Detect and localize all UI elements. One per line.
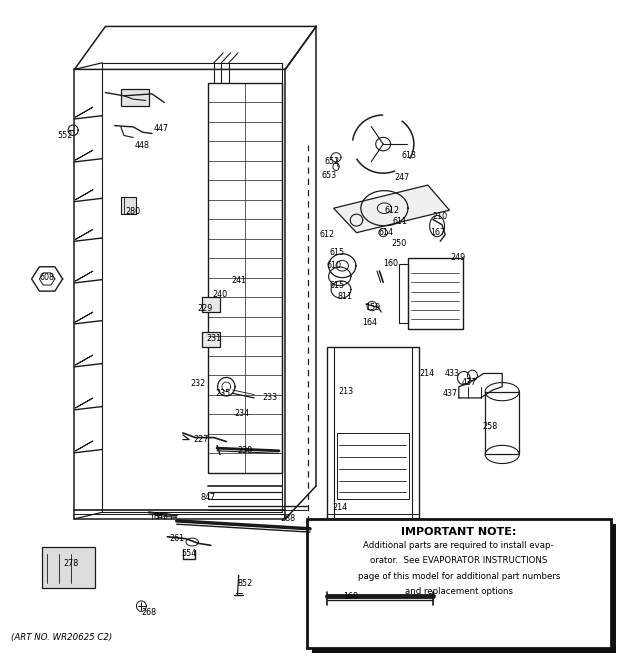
Text: 611: 611: [392, 217, 407, 226]
Text: 210: 210: [433, 212, 448, 221]
Text: 437: 437: [443, 389, 458, 398]
Text: 612: 612: [319, 230, 334, 239]
Text: 233: 233: [262, 393, 277, 403]
Text: 232: 232: [191, 379, 206, 388]
Bar: [307, 519, 611, 648]
Text: 653: 653: [321, 171, 336, 180]
Text: 164: 164: [363, 318, 378, 327]
Text: 280: 280: [126, 207, 141, 216]
Bar: [485, 391, 520, 455]
Text: 614: 614: [378, 228, 393, 237]
Text: 552: 552: [58, 131, 73, 140]
Text: page of this model for additional part numbers: page of this model for additional part n…: [358, 572, 560, 581]
Bar: [208, 83, 282, 473]
Text: 214: 214: [332, 503, 347, 512]
Text: 230: 230: [237, 446, 252, 455]
Text: 652: 652: [324, 157, 339, 167]
Bar: [327, 347, 418, 519]
Bar: [202, 332, 220, 347]
Text: 615: 615: [329, 248, 344, 257]
Text: 214: 214: [419, 369, 434, 378]
FancyBboxPatch shape: [42, 547, 95, 588]
Text: 615: 615: [329, 281, 344, 290]
Text: 433: 433: [445, 369, 460, 378]
Text: 234: 234: [234, 408, 249, 418]
Text: 249: 249: [450, 253, 465, 262]
Bar: [312, 524, 616, 653]
Bar: [408, 258, 463, 329]
Text: 159: 159: [366, 303, 381, 312]
Text: 554: 554: [182, 549, 197, 558]
Text: 240: 240: [213, 290, 228, 299]
Bar: [337, 433, 409, 499]
Text: 160: 160: [383, 258, 398, 268]
Text: 241: 241: [231, 276, 246, 286]
Bar: [208, 492, 282, 499]
Text: 213: 213: [339, 387, 353, 396]
Text: 168: 168: [343, 592, 358, 601]
Text: 847: 847: [200, 492, 215, 502]
Bar: [121, 197, 136, 214]
Text: 448: 448: [135, 141, 150, 150]
Text: 843: 843: [154, 512, 169, 522]
Text: 231: 231: [206, 334, 221, 343]
Text: 235: 235: [216, 389, 231, 398]
Text: IMPORTANT NOTE:: IMPORTANT NOTE:: [401, 527, 516, 537]
Text: 278: 278: [64, 559, 79, 568]
Text: 437: 437: [461, 377, 476, 387]
Bar: [202, 297, 220, 312]
Text: (ART NO. WR20625 C2): (ART NO. WR20625 C2): [11, 633, 112, 642]
Text: 288: 288: [281, 514, 296, 524]
Text: 613: 613: [402, 151, 417, 160]
Text: orator.  See EVAPORATOR INSTRUCTIONS: orator. See EVAPORATOR INSTRUCTIONS: [370, 557, 547, 565]
Text: 852: 852: [237, 578, 252, 588]
Text: 247: 247: [394, 173, 409, 182]
Text: 258: 258: [482, 422, 497, 431]
Bar: [121, 89, 149, 106]
Text: Additional parts are required to install evap-: Additional parts are required to install…: [363, 541, 554, 550]
Text: 811: 811: [338, 292, 353, 301]
Text: 167: 167: [430, 228, 445, 237]
Text: 250: 250: [391, 239, 406, 248]
Text: 608: 608: [39, 273, 54, 282]
Text: 610: 610: [326, 261, 341, 270]
Polygon shape: [334, 185, 450, 233]
Text: 268: 268: [141, 608, 156, 617]
Text: 447: 447: [154, 124, 169, 134]
Bar: [399, 264, 408, 323]
Text: 229: 229: [197, 304, 212, 313]
Text: 227: 227: [194, 435, 209, 444]
Text: 261: 261: [169, 534, 184, 543]
Text: and replacement options: and replacement options: [405, 588, 513, 596]
Text: 612: 612: [385, 206, 400, 215]
